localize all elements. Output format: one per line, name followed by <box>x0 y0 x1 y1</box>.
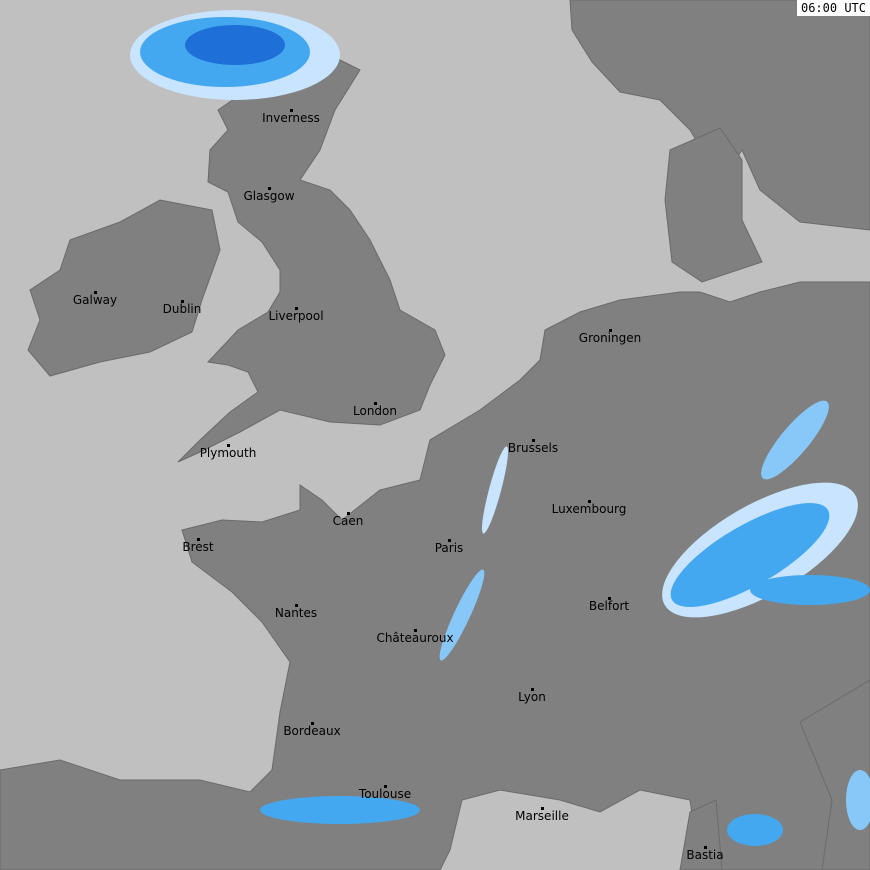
city-label: Groningen <box>578 331 642 345</box>
city-label: Bordeaux <box>283 724 341 738</box>
city-dot <box>384 785 387 788</box>
city-dot <box>227 444 230 447</box>
city-dot <box>531 688 534 691</box>
city-dot <box>588 500 591 503</box>
city-dot <box>197 538 200 541</box>
city-label: Inverness <box>262 111 320 125</box>
precip-area <box>481 446 509 534</box>
city-label: London <box>353 404 397 418</box>
land-corsica <box>679 799 723 870</box>
city-dot <box>608 597 611 600</box>
city-label: Marseille <box>515 809 569 823</box>
precip-area <box>439 569 485 661</box>
city-dot <box>609 329 612 332</box>
city-label: Brest <box>182 540 214 554</box>
city-label: Glasgow <box>243 189 295 203</box>
city-dot <box>181 300 184 303</box>
city-dot <box>541 807 544 810</box>
city-dot <box>94 291 97 294</box>
city-label: Luxembourg <box>551 502 627 516</box>
city-label: Dublin <box>162 302 202 316</box>
city-dot <box>374 402 377 405</box>
city-dot <box>268 187 271 190</box>
city-dot <box>295 604 298 607</box>
city-dot <box>347 512 350 515</box>
city-dot <box>414 629 417 632</box>
precip-area <box>727 814 783 846</box>
land-great-britain <box>177 54 446 463</box>
precipitation <box>130 10 870 846</box>
land-denmark <box>664 127 763 283</box>
precip-area <box>185 25 285 65</box>
city-dot <box>295 307 298 310</box>
precip-area <box>761 400 829 480</box>
precip-area <box>670 503 830 607</box>
city-label: Caen <box>332 514 364 528</box>
precip-area <box>846 770 870 830</box>
city-dot <box>448 539 451 542</box>
city-label: Bastia <box>686 848 724 862</box>
city-dot <box>704 846 707 849</box>
city-label: Lyon <box>518 690 546 704</box>
city-dot <box>532 439 535 442</box>
city-dot <box>290 109 293 112</box>
city-dot <box>311 722 314 725</box>
city-label: Plymouth <box>199 446 257 460</box>
land-ireland <box>27 199 221 377</box>
precip-area <box>750 575 870 605</box>
timestamp-label: 06:00 UTC <box>796 0 870 16</box>
land-continent <box>0 281 870 870</box>
city-label: Nantes <box>274 606 318 620</box>
city-label: Châteauroux <box>376 631 454 645</box>
city-label: Paris <box>434 541 464 555</box>
precip-area <box>260 796 420 824</box>
city-label: Galway <box>72 293 118 307</box>
city-label: Liverpool <box>268 309 324 323</box>
city-label: Belfort <box>588 599 630 613</box>
city-label: Toulouse <box>358 787 412 801</box>
city-label: Brussels <box>507 441 559 455</box>
